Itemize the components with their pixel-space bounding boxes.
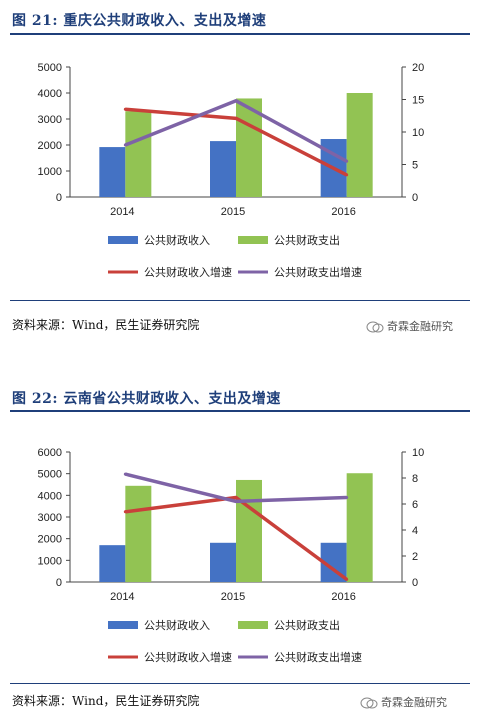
legend-label: 公共财政收入增速 (144, 650, 232, 664)
point-revenue-growth (234, 116, 238, 120)
point-expenditure-growth (345, 159, 349, 163)
point-expenditure-growth (234, 499, 238, 503)
y-tick-label-right: 2 (412, 551, 418, 563)
y-tick-label-right: 15 (412, 95, 424, 107)
bar-expenditure (236, 98, 262, 197)
y-tick-label-right: 5 (412, 160, 418, 172)
point-revenue-growth (123, 510, 127, 514)
y-tick-label-left: 0 (56, 192, 62, 204)
bar-expenditure (236, 479, 262, 582)
y-tick-label-right: 10 (412, 127, 424, 139)
point-revenue-growth (234, 496, 238, 499)
point-revenue-growth (123, 107, 127, 111)
figure-22-title: 图 22: 云南省公共财政收入、支出及增速 (12, 391, 281, 407)
point-expenditure-growth (123, 143, 127, 147)
figure-21-watermark: 奇霖金融研究 (366, 318, 453, 334)
y-tick-label-right: 8 (412, 473, 418, 485)
legend-label: 公共财政收入 (144, 233, 210, 247)
figure-21-title-rule (10, 33, 470, 35)
x-tick-label: 2016 (331, 206, 355, 218)
point-expenditure-growth (234, 99, 238, 103)
legend-label: 公共财政收入增速 (144, 265, 232, 279)
y-tick-label-left: 0 (56, 577, 62, 589)
legend-label: 公共财政收入 (144, 618, 210, 632)
y-tick-label-right: 0 (412, 192, 418, 204)
wechat-icon (366, 321, 384, 333)
figure-22-bottom-rule (10, 683, 470, 684)
chart-yunnan-fiscal: 0 1000 2000 3000 4000 5000 6000 0 2 4 6 8 10 2014 2015… (38, 447, 425, 664)
figure-21-source: 资料来源：Wind，民生证券研究院 (12, 318, 200, 332)
watermark-text: 奇霖金融研究 (381, 696, 447, 709)
legend-label: 公共财政支出增速 (274, 650, 362, 664)
point-expenditure-growth (345, 496, 349, 499)
y-tick-label-right: 4 (412, 525, 418, 537)
y-tick-label-left: 5000 (38, 62, 62, 74)
y-tick-label-left: 4000 (38, 490, 62, 502)
bar-expenditure (125, 485, 152, 582)
y-tick-label-left: 5000 (38, 469, 62, 481)
legend-swatch (238, 621, 268, 629)
x-tick-label: 2014 (110, 591, 134, 603)
figure-22-watermark: 奇霖金融研究 (360, 694, 447, 710)
y-tick-label-right: 10 (412, 447, 424, 459)
figure-22-title-rule (10, 410, 470, 412)
legend-swatch (108, 236, 138, 244)
watermark-text: 奇霖金融研究 (387, 320, 453, 333)
legend-swatch (238, 236, 268, 244)
figure-21-title: 图 21: 重庆公共财政收入、支出及增速 (12, 13, 267, 29)
bar-revenue (99, 147, 126, 197)
figure-22-source: 资料来源：Wind，民生证券研究院 (12, 694, 200, 708)
legend-label: 公共财政支出增速 (274, 265, 362, 279)
y-tick-label-left: 1000 (38, 166, 62, 178)
bar-expenditure (125, 111, 152, 197)
y-tick-label-left: 3000 (38, 512, 62, 524)
bar-expenditure (346, 93, 373, 197)
y-tick-label-left: 2000 (38, 534, 62, 546)
legend-swatch (108, 621, 138, 629)
y-tick-label-right: 0 (412, 577, 418, 589)
wechat-icon (360, 697, 378, 709)
bar-revenue (210, 542, 236, 582)
point-revenue-growth (345, 173, 349, 177)
point-expenditure-growth (123, 472, 127, 476)
bar-revenue (99, 545, 126, 582)
y-tick-label-left: 3000 (38, 114, 62, 126)
y-tick-label-left: 2000 (38, 140, 62, 152)
chart-chongqing-fiscal: 0 1000 2000 3000 4000 5000 0 5 10 15 20 2014 2015 201… (38, 62, 425, 279)
legend-label: 公共财政支出 (274, 233, 340, 247)
point-revenue-growth (345, 577, 349, 581)
y-tick-label-left: 4000 (38, 88, 62, 100)
x-tick-label: 2015 (221, 591, 245, 603)
y-tick-label-left: 6000 (38, 447, 62, 459)
y-tick-label-right: 20 (412, 62, 424, 74)
x-tick-label: 2014 (110, 206, 134, 218)
y-tick-label-left: 1000 (38, 555, 62, 567)
x-tick-label: 2015 (221, 206, 245, 218)
x-tick-label: 2016 (331, 591, 355, 603)
legend-label: 公共财政支出 (274, 618, 340, 632)
y-tick-label-right: 6 (412, 499, 418, 511)
bar-expenditure (346, 473, 373, 582)
bar-revenue (210, 141, 236, 197)
figure-21-bottom-rule (10, 300, 470, 301)
